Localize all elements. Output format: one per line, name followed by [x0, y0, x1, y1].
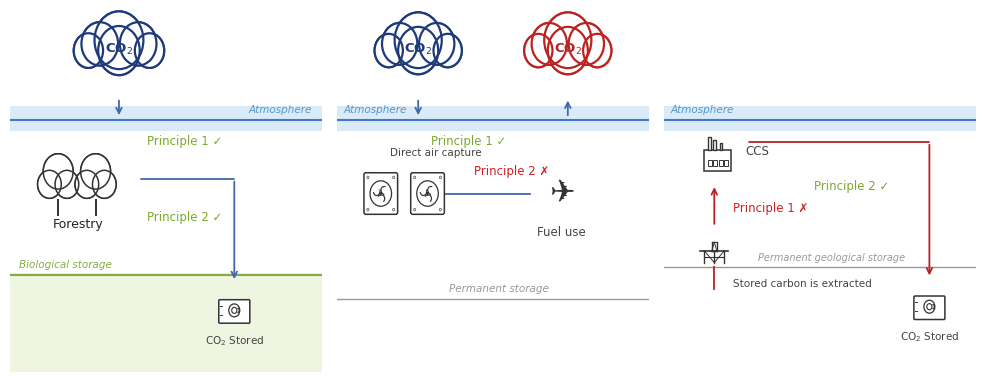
Circle shape [544, 12, 592, 68]
Circle shape [81, 154, 110, 189]
Circle shape [37, 170, 61, 198]
FancyBboxPatch shape [219, 300, 249, 323]
Circle shape [99, 27, 139, 74]
Bar [724, 159, 729, 166]
Text: Principle 1 ✗: Principle 1 ✗ [733, 202, 809, 215]
Text: CO$_2$: CO$_2$ [554, 42, 582, 58]
FancyBboxPatch shape [411, 173, 445, 214]
FancyBboxPatch shape [665, 106, 976, 132]
Text: ✈: ✈ [549, 179, 574, 208]
Bar [720, 143, 723, 150]
Circle shape [525, 34, 552, 67]
Circle shape [382, 23, 417, 65]
Circle shape [75, 170, 99, 198]
Circle shape [398, 27, 438, 74]
Circle shape [82, 23, 117, 65]
Circle shape [532, 24, 566, 64]
Bar [714, 141, 716, 150]
Text: CO$_2$ Stored: CO$_2$ Stored [900, 331, 959, 344]
Text: Direct air capture: Direct air capture [390, 148, 482, 158]
Bar [708, 159, 712, 166]
Circle shape [569, 23, 604, 65]
Circle shape [419, 23, 455, 65]
Circle shape [55, 171, 78, 198]
Circle shape [927, 304, 932, 310]
Circle shape [76, 171, 99, 198]
FancyBboxPatch shape [364, 173, 397, 214]
Text: Atmosphere: Atmosphere [248, 105, 313, 115]
Circle shape [434, 34, 461, 67]
Text: Permanent geological storage: Permanent geological storage [758, 253, 905, 263]
Circle shape [924, 300, 935, 313]
Text: CO$_2$ Stored: CO$_2$ Stored [205, 334, 264, 348]
Circle shape [229, 304, 240, 317]
Text: Atmosphere: Atmosphere [343, 105, 407, 115]
Text: Principle 1 ✓: Principle 1 ✓ [147, 135, 223, 149]
Bar [719, 159, 723, 166]
Circle shape [525, 34, 552, 67]
Circle shape [120, 23, 156, 65]
Circle shape [426, 192, 429, 195]
Circle shape [93, 170, 116, 198]
Text: CCS: CCS [745, 145, 769, 158]
FancyBboxPatch shape [337, 106, 649, 132]
Circle shape [395, 13, 441, 67]
Circle shape [43, 155, 73, 188]
Text: Stored carbon is extracted: Stored carbon is extracted [733, 279, 872, 289]
Circle shape [569, 24, 603, 64]
Circle shape [120, 22, 157, 65]
Circle shape [417, 181, 439, 206]
Circle shape [380, 192, 383, 195]
Circle shape [434, 34, 461, 67]
Circle shape [43, 154, 73, 189]
Circle shape [99, 26, 140, 75]
FancyBboxPatch shape [10, 273, 321, 372]
Circle shape [375, 34, 403, 67]
Text: Forestry: Forestry [53, 218, 104, 231]
Bar [708, 137, 711, 150]
Circle shape [383, 24, 417, 64]
Bar [704, 150, 731, 171]
Circle shape [74, 33, 104, 68]
Circle shape [135, 33, 164, 68]
Text: Principle 2 ✗: Principle 2 ✗ [474, 165, 549, 178]
FancyBboxPatch shape [914, 296, 945, 320]
Circle shape [82, 22, 118, 65]
Text: Biological storage: Biological storage [19, 260, 112, 270]
Circle shape [531, 23, 567, 65]
FancyBboxPatch shape [10, 106, 321, 132]
Circle shape [545, 13, 591, 67]
Text: CO$_2$: CO$_2$ [404, 42, 432, 58]
Circle shape [583, 34, 611, 67]
Text: Fuel use: Fuel use [537, 226, 586, 239]
Text: Atmosphere: Atmosphere [670, 105, 734, 115]
Text: CO$_2$: CO$_2$ [105, 42, 133, 58]
Circle shape [96, 12, 143, 68]
Circle shape [232, 307, 237, 314]
Circle shape [584, 34, 611, 67]
Circle shape [93, 171, 115, 198]
Text: Principle 1 ✓: Principle 1 ✓ [431, 135, 506, 149]
Bar [714, 159, 718, 166]
Circle shape [55, 170, 79, 198]
Text: Principle 2 ✓: Principle 2 ✓ [147, 211, 223, 224]
Circle shape [548, 27, 588, 74]
Text: Principle 2 ✓: Principle 2 ✓ [814, 180, 889, 193]
Text: Permanent storage: Permanent storage [450, 284, 549, 294]
Circle shape [135, 34, 164, 67]
Circle shape [548, 27, 588, 74]
Circle shape [394, 12, 442, 68]
Circle shape [95, 11, 143, 69]
Circle shape [38, 171, 61, 198]
Circle shape [370, 181, 391, 206]
Circle shape [81, 155, 110, 188]
Circle shape [420, 24, 454, 64]
Circle shape [398, 27, 438, 74]
Circle shape [74, 34, 103, 67]
Circle shape [375, 34, 402, 67]
